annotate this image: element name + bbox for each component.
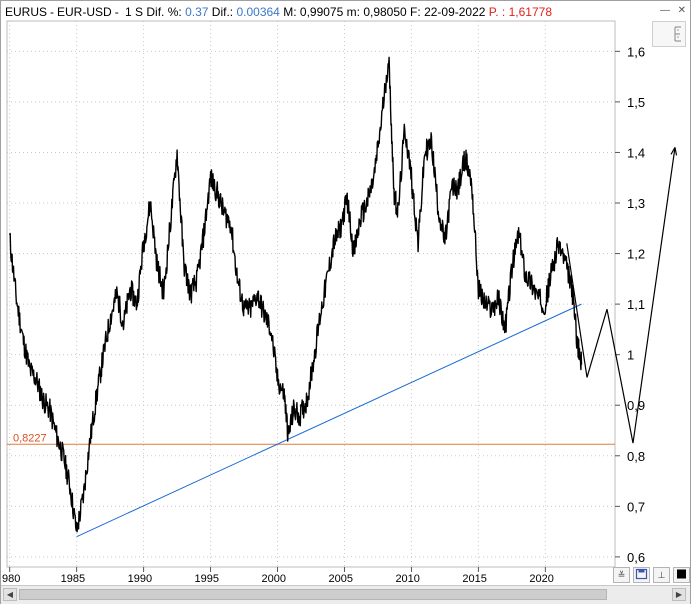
period-text: 1 S: [125, 5, 144, 19]
x-tick-label: 2010: [395, 573, 419, 585]
level-line-group[interactable]: 0,8227: [7, 432, 615, 445]
price-series: [9, 56, 583, 533]
y-tick-label: 0,9: [627, 398, 645, 413]
trendline[interactable]: [76, 303, 582, 538]
date-value: 22-09-2022: [424, 5, 486, 19]
x-tick-label: 1985: [61, 573, 85, 585]
x-tick-label: 2020: [529, 573, 553, 585]
dif-pct-label: Dif. %:: [146, 5, 182, 19]
pin-icon[interactable]: ⊥: [653, 567, 670, 583]
y-tick-label: 1,6: [627, 44, 645, 59]
x-tick-label: 2005: [328, 573, 352, 585]
projection-arrowhead: [670, 147, 678, 156]
horizontal-scrollbar[interactable]: ◀ ▶: [1, 585, 690, 604]
y-tick-label: 0,6: [627, 550, 645, 565]
axes: 0,6 0,7 0,8 0,9 1 1,1 1,2 1,3 1,4 1,5 1,6 980 1985 19…: [2, 20, 645, 585]
y-tick-label: 1: [627, 348, 634, 363]
projection-path[interactable]: [566, 147, 676, 444]
plot-frame: [6, 20, 616, 568]
max-value: 0,99075: [299, 5, 344, 19]
min-value: 0,98050: [363, 5, 407, 19]
y-tick-label: 0,7: [627, 499, 645, 514]
trendline-group[interactable]: [76, 303, 582, 538]
dif-value: 0.00364: [236, 5, 280, 19]
y-tick-label: 0,8: [627, 449, 645, 464]
projection-group[interactable]: [566, 147, 678, 444]
pair-text: EUR-USD: [57, 5, 112, 19]
price-label: P. :: [488, 5, 506, 19]
price-value: 1,61778: [508, 5, 552, 19]
chart-tools: ≚ ⊥: [613, 567, 690, 585]
scrollbar-thumb[interactable]: [19, 589, 607, 600]
date-label: F:: [410, 5, 421, 19]
y-tick-label: 1,5: [627, 95, 645, 110]
x-tick-label: 980: [2, 573, 20, 585]
scroll-right-icon[interactable]: ▶: [672, 588, 686, 601]
max-label: M:: [283, 5, 297, 19]
close-icon[interactable]: ✕: [677, 5, 686, 16]
chart-header: EURUS - EUR-USD - 1 S Dif. %: 0.37 Dif.: 0.…: [5, 5, 552, 19]
x-tick-label: 1995: [195, 573, 219, 585]
symbol-text: EURUS: [5, 5, 48, 19]
grid: [7, 21, 615, 567]
level-line-label: 0,8227: [13, 432, 47, 444]
x-tick-label: 2015: [462, 573, 486, 585]
y-tick-label: 1,1: [627, 297, 645, 312]
price-chart[interactable]: 0,6 0,7 0,8 0,9 1 1,1 1,2 1,3 1,4 1,5 1,6 980 1985 19…: [1, 1, 690, 585]
chart-logo-icon: [652, 21, 686, 47]
scroll-left-icon[interactable]: ◀: [3, 588, 17, 601]
x-tick-label: 2000: [262, 573, 286, 585]
price-line: [9, 56, 583, 533]
window-buttons: — ✕: [660, 5, 686, 17]
dif-pct-value: 0.37: [185, 5, 209, 19]
y-tick-label: 1,2: [627, 247, 645, 262]
x-tick-label: 1990: [128, 573, 152, 585]
y-tick-label: 1,3: [627, 196, 645, 211]
min-label: m:: [346, 5, 360, 19]
color-swatch-icon[interactable]: [673, 567, 690, 583]
compress-icon[interactable]: ≚: [613, 567, 630, 583]
dif-label: Dif.:: [211, 5, 234, 19]
minimize-icon[interactable]: —: [660, 5, 670, 16]
save-icon[interactable]: [633, 567, 650, 583]
y-tick-label: 1,4: [627, 145, 645, 160]
